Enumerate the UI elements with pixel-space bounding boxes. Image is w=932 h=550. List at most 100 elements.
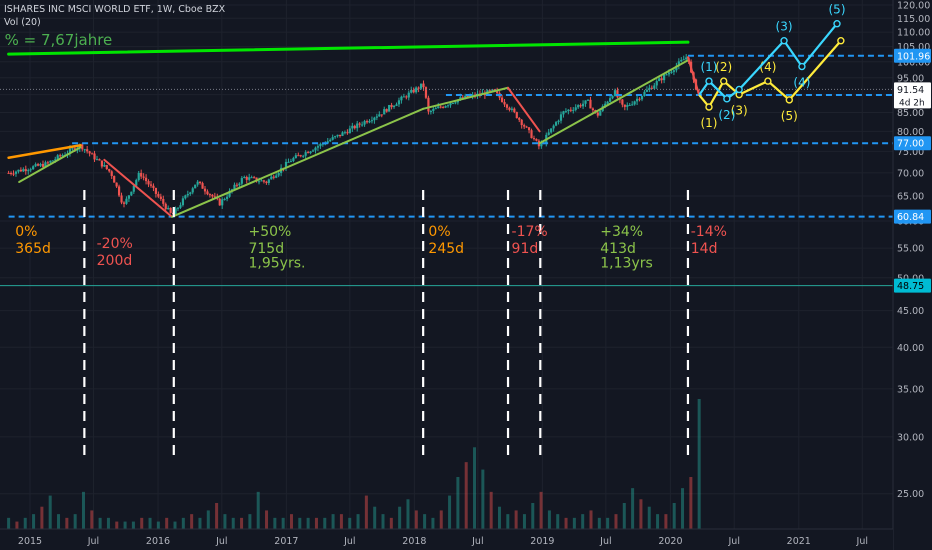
candle-body (346, 132, 349, 134)
volume-bar (514, 510, 518, 529)
volume-bar (631, 488, 635, 529)
candle-body (503, 102, 506, 105)
candle-body (577, 105, 580, 108)
candle-body (510, 108, 513, 110)
cycle-duration-label: % = 7,67jahre (5, 31, 113, 49)
candle-body (680, 59, 683, 62)
candle-body (662, 74, 666, 81)
wave-yellow-label: (3) (731, 104, 748, 118)
candle-body (660, 78, 663, 81)
volume-bar (123, 521, 127, 529)
candle-body (265, 181, 268, 183)
candle-body (626, 105, 629, 107)
candle-body (233, 184, 236, 190)
price-tick-label: 55.00 (897, 244, 924, 255)
candle-body (623, 104, 626, 107)
wave-cyan-pivot (735, 85, 743, 94)
candle-body (7, 172, 10, 174)
wave-yellow-pivot (785, 96, 794, 104)
candle-body (181, 198, 185, 206)
candle-body (17, 169, 20, 172)
candle-body (343, 132, 347, 134)
candle-body (407, 92, 410, 98)
volume-bar (664, 514, 668, 529)
trend-line (18, 146, 82, 183)
time-tick-label: Jul (599, 536, 611, 547)
move-annotation: -17% (512, 224, 548, 240)
candle-body (152, 185, 155, 188)
candle-body (270, 176, 273, 180)
candle-body (68, 148, 72, 154)
price-tick-label: 70.00 (897, 168, 924, 179)
move-annotation: 0% (15, 224, 37, 240)
candle-body (356, 123, 359, 129)
volume-bar (339, 514, 343, 529)
wave-cyan-pivot (723, 95, 731, 103)
candle-body (682, 59, 685, 61)
volume-bar (331, 514, 335, 529)
candle-body (294, 155, 297, 159)
candle-body (596, 112, 599, 116)
candle-body (137, 172, 140, 181)
candle-body (518, 118, 521, 120)
candle-body (554, 122, 558, 126)
candle-body (331, 137, 334, 140)
candle-body (24, 169, 27, 172)
candle-body (184, 195, 187, 199)
candle-body (32, 166, 35, 170)
candle-body (284, 161, 288, 169)
candle-body (329, 139, 332, 142)
candle-body (488, 90, 491, 92)
candle-body (196, 181, 199, 185)
candle-body (557, 120, 560, 123)
trend-line (7, 144, 82, 159)
candle-body (243, 177, 246, 179)
volume-bar (65, 517, 69, 529)
candle-body (496, 90, 499, 94)
time-axis-background (0, 529, 893, 550)
candle-body (591, 108, 595, 111)
volume-bar (597, 517, 601, 529)
time-tick-label: Jul (856, 536, 868, 547)
volume-bar (57, 514, 61, 529)
volume-bar (373, 506, 377, 529)
candle-body (61, 155, 64, 157)
candle-body (569, 109, 572, 111)
candle-body (206, 191, 209, 195)
candle-body (260, 180, 263, 182)
time-tick-label: 2021 (787, 536, 811, 547)
candle-body (378, 114, 381, 117)
candle-body (459, 97, 462, 100)
candle-body (388, 104, 391, 112)
volume-bar (572, 517, 576, 529)
volume-bar (389, 517, 393, 529)
candle-body (392, 105, 396, 108)
candle-body (159, 196, 162, 199)
volume-bar (240, 517, 244, 529)
candle-body (167, 207, 170, 210)
volume-bar (23, 517, 27, 529)
candle-body (427, 97, 430, 112)
trend-line (171, 107, 425, 218)
wave-cyan-pivot (833, 20, 841, 28)
volume-bar (448, 495, 452, 529)
candle-body (653, 85, 656, 89)
candle-body (422, 83, 425, 88)
candle-body (520, 119, 523, 126)
volume-bar (131, 521, 135, 529)
candle-body (351, 125, 354, 129)
candle-body (253, 177, 256, 179)
level-price-badge (894, 48, 931, 63)
candle-body (29, 169, 32, 171)
candle-body (432, 108, 435, 112)
volume-bar (456, 477, 460, 529)
candle-body (341, 132, 344, 136)
volume-bar (489, 491, 493, 529)
candle-body (552, 125, 555, 129)
volume-bar (314, 517, 318, 529)
candle-body (464, 95, 467, 99)
candle-body (417, 87, 420, 89)
candle-body (83, 149, 86, 151)
